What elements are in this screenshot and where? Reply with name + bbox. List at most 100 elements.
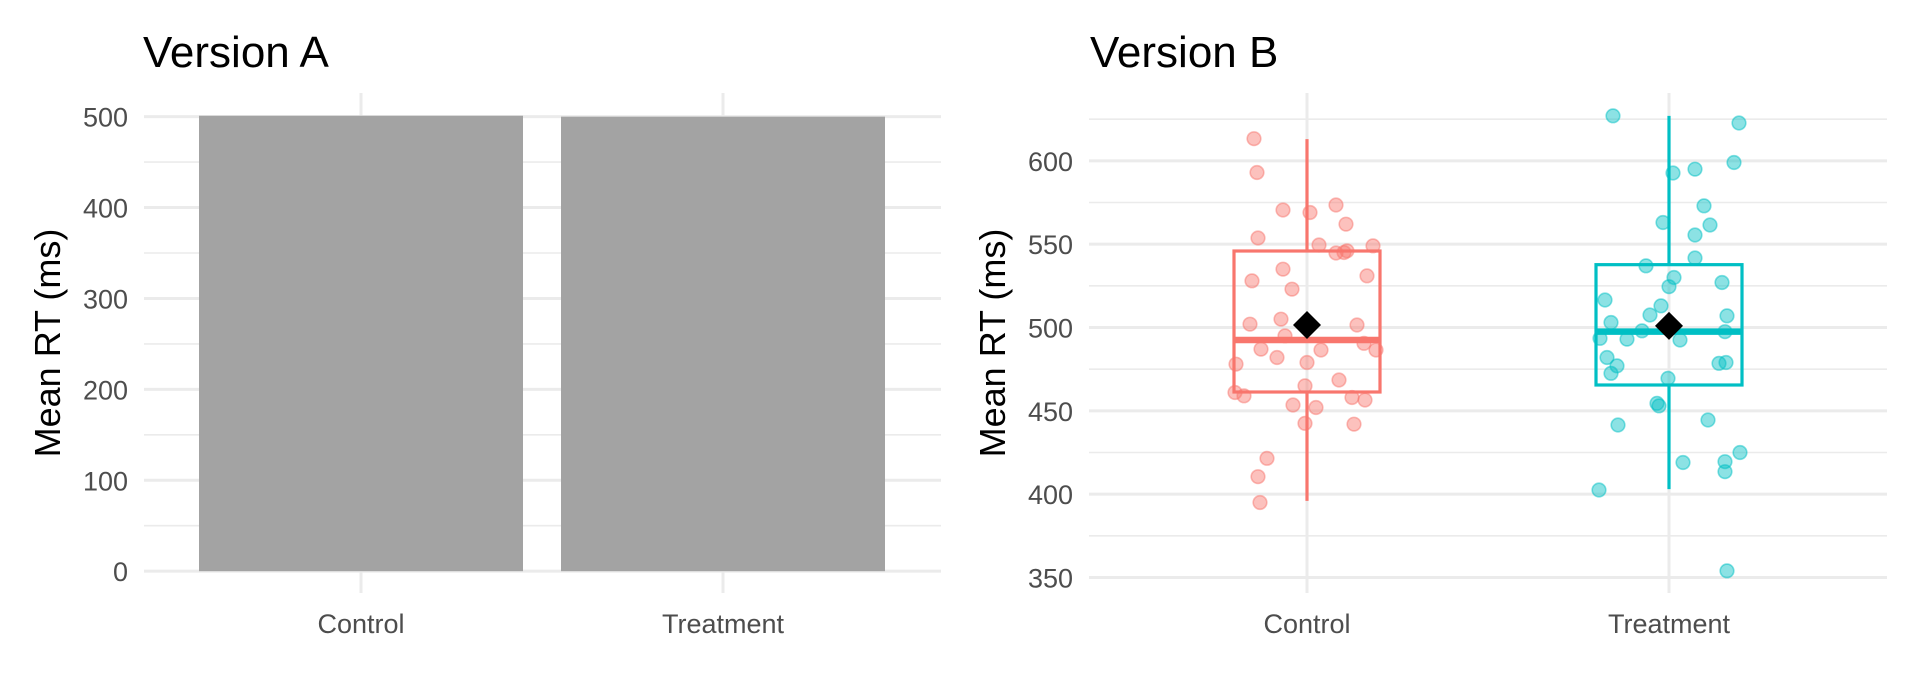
data-point [1250,469,1266,485]
data-point [1687,161,1703,177]
data-point [1299,354,1315,371]
data-point [1311,237,1327,253]
y-tick-label: 200 [83,375,128,405]
x-axis-ticks: Control Treatment [317,609,784,639]
bar-treatment [561,116,885,572]
group-treatment [1591,108,1748,579]
data-point [1726,154,1742,171]
data-point [1365,238,1381,254]
data-point [1328,245,1344,261]
x-tick-label-treatment: Treatment [662,609,785,639]
y-axis-label: Mean RT (ms) [972,229,1013,458]
data-point [1672,332,1688,348]
data-point [1285,397,1301,413]
y-tick-label: 350 [1028,564,1073,594]
data-point [1259,450,1275,466]
data-point [1253,341,1269,357]
data-point [1610,417,1626,433]
data-point [1273,311,1289,327]
data-point [1252,494,1268,511]
data-point [1696,198,1712,214]
data-point [1731,115,1747,131]
mean-diamond-marker [1293,311,1321,339]
data-point [1284,281,1300,297]
data-point [1242,316,1258,332]
bar-control [199,115,523,572]
panel-version-b: Version B 350 400 450 500 550 600 Control Trea… [972,28,1887,639]
data-point [1642,307,1658,323]
y-tick-label: 500 [1028,314,1073,344]
data-point [1719,308,1735,324]
data-point [1718,354,1734,371]
data-point [1328,197,1344,213]
data-point [1653,298,1669,314]
data-point [1297,415,1313,431]
y-tick-label: 400 [1028,480,1073,510]
data-point [1666,269,1682,286]
data-point [1244,273,1260,289]
data-point [1660,370,1676,386]
data-point [1732,444,1748,461]
data-point [1227,384,1243,401]
data-point [1302,204,1318,221]
data-point [1368,342,1384,358]
data-point [1250,230,1266,246]
y-tick-label: 400 [83,194,128,224]
data-point [1349,317,1365,333]
data-point [1717,464,1733,480]
panel-title-version-a: Version A [143,28,330,77]
data-point [1308,399,1324,416]
y-axis-ticks: 0 100 200 300 400 500 [83,103,128,588]
data-point [1331,372,1347,388]
data-point [1603,314,1619,331]
grid-lines [1089,93,1887,593]
data-point [1246,131,1262,147]
data-point [1661,279,1677,295]
data-point [1638,258,1654,274]
y-axis-label: Mean RT (ms) [27,229,68,458]
data-point [1269,349,1285,366]
data-point [1719,563,1735,579]
data-point [1599,349,1615,366]
data-point [1357,392,1373,408]
boxplots-and-points [1227,108,1748,579]
data-point [1275,261,1291,277]
data-point [1702,217,1718,233]
y-tick-label: 100 [83,466,128,496]
panel-title-version-b: Version B [1090,28,1278,77]
data-point [1346,416,1362,432]
data-point [1228,356,1244,372]
data-point [1236,388,1252,404]
y-tick-label: 550 [1028,230,1073,260]
y-tick-label: 0 [113,557,128,587]
y-tick-label: 450 [1028,397,1073,427]
data-point [1605,108,1621,124]
data-point [1591,482,1607,498]
data-point [1655,214,1671,231]
data-point [1675,454,1691,471]
data-point [1275,202,1291,218]
bars [199,115,885,572]
data-point [1344,389,1360,406]
mean-diamond-marker [1655,311,1683,340]
x-tick-label-treatment: Treatment [1608,609,1731,639]
data-point [1297,378,1313,394]
data-point [1249,164,1265,181]
data-point [1687,227,1703,243]
group-control [1227,131,1384,511]
panel-version-a: Version A 0 100 200 300 400 500 Control Treatm… [27,28,941,639]
data-point [1338,216,1354,232]
data-point [1651,398,1667,414]
y-tick-label: 500 [83,103,128,133]
x-tick-label-control: Control [1263,609,1350,639]
y-tick-label: 300 [83,284,128,314]
data-point [1359,268,1375,284]
data-point [1597,292,1613,308]
data-point [1687,250,1703,266]
data-point [1313,342,1329,358]
x-tick-label-control: Control [317,609,404,639]
data-point [1665,165,1681,181]
y-tick-label: 600 [1028,147,1073,177]
